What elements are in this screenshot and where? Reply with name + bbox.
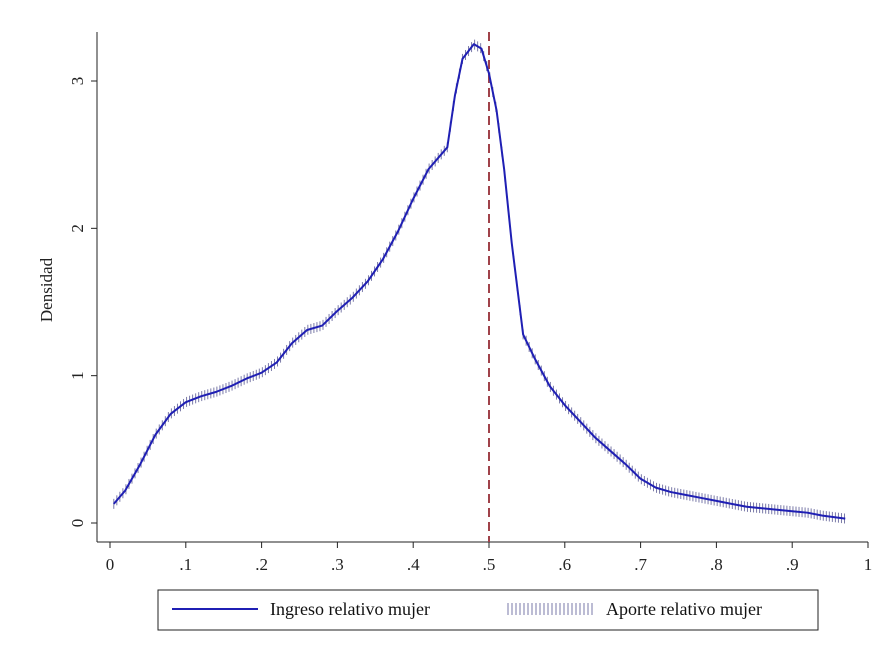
legend-box: [157, 589, 819, 631]
x-tick-label: .6: [558, 555, 571, 574]
x-tick-label: .7: [634, 555, 647, 574]
y-tick-label: 0: [68, 519, 87, 528]
plot-area: [113, 32, 846, 542]
x-tick-label: .3: [331, 555, 344, 574]
y-tick-label: 1: [68, 371, 87, 380]
legend-label-aporte: Aporte relativo mujer: [606, 599, 762, 619]
x-tick-label: 0: [106, 555, 115, 574]
x-tick-label: .9: [786, 555, 799, 574]
x-tick-label: .8: [710, 555, 723, 574]
legend-label-ingreso: Ingreso relativo mujer: [270, 599, 430, 619]
legend-swatch-aporte: [507, 603, 593, 615]
axes: 0 .1 .2 .3 .4 .5 .6 .7 .8 .9 1 0 1 2 3 Densidad: [37, 32, 872, 574]
y-tick-label: 3: [68, 77, 87, 86]
legend: Ingreso relativo mujer Aporte relativo m…: [157, 589, 819, 631]
y-tick-label: 2: [68, 224, 87, 233]
x-tick-label: .4: [407, 555, 420, 574]
y-axis-title: Densidad: [37, 257, 56, 322]
x-tick-label: .2: [255, 555, 268, 574]
x-tick-label: .1: [179, 555, 192, 574]
series-ingreso-relativo-mujer: [113, 43, 846, 520]
x-tick-label: 1: [864, 555, 873, 574]
x-tick-label: .5: [483, 555, 496, 574]
